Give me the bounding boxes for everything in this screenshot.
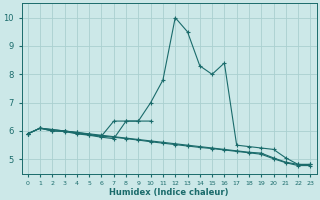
X-axis label: Humidex (Indice chaleur): Humidex (Indice chaleur) bbox=[109, 188, 229, 197]
